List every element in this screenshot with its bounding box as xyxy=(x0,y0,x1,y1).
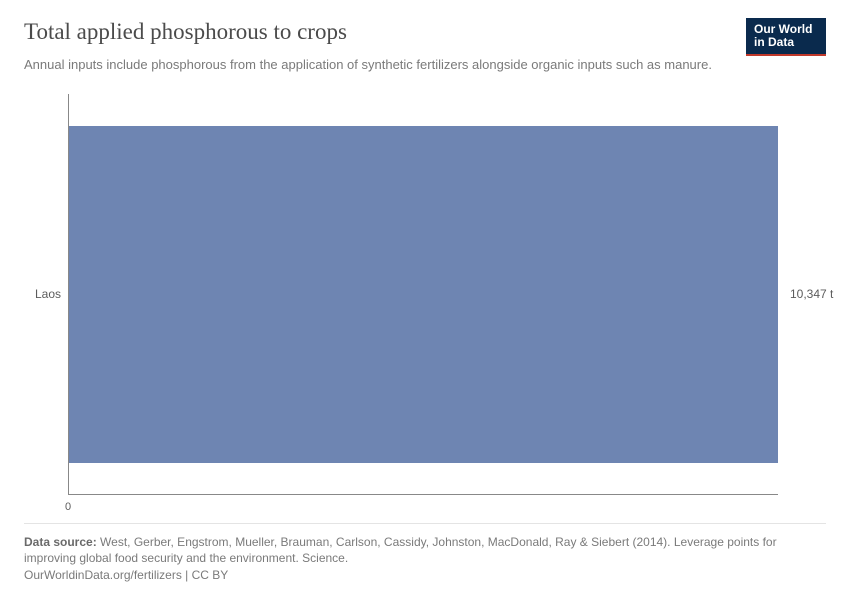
owid-logo: Our World in Data xyxy=(746,18,826,56)
header-row: Total applied phosphorous to crops Our W… xyxy=(24,18,826,56)
source-label: Data source: xyxy=(24,535,97,549)
chart-area: Laos10,347 t 0 xyxy=(24,88,826,515)
footer-divider xyxy=(24,523,826,524)
bar-row: Laos10,347 t xyxy=(69,126,778,463)
x-axis-zero-label: 0 xyxy=(65,501,71,513)
data-source-line: Data source: West, Gerber, Engstrom, Mue… xyxy=(24,534,826,568)
source-text: West, Gerber, Engstrom, Mueller, Brauman… xyxy=(24,535,777,566)
bar-category-label: Laos xyxy=(35,287,69,301)
x-axis-line xyxy=(68,494,778,495)
bar-value-label: 10,347 t xyxy=(784,287,833,301)
bar xyxy=(69,126,778,463)
page-title: Total applied phosphorous to crops xyxy=(24,18,347,46)
chart-page: Total applied phosphorous to crops Our W… xyxy=(0,0,850,600)
bars-container: Laos10,347 t xyxy=(69,94,778,495)
logo-line1: Our World xyxy=(754,23,818,36)
link-line: OurWorldinData.org/fertilizers | CC BY xyxy=(24,567,826,584)
logo-line2: in Data xyxy=(754,36,818,49)
title-block: Total applied phosphorous to crops xyxy=(24,18,347,50)
footer: Data source: West, Gerber, Engstrom, Mue… xyxy=(24,534,826,584)
page-subtitle: Annual inputs include phosphorous from t… xyxy=(24,56,744,74)
